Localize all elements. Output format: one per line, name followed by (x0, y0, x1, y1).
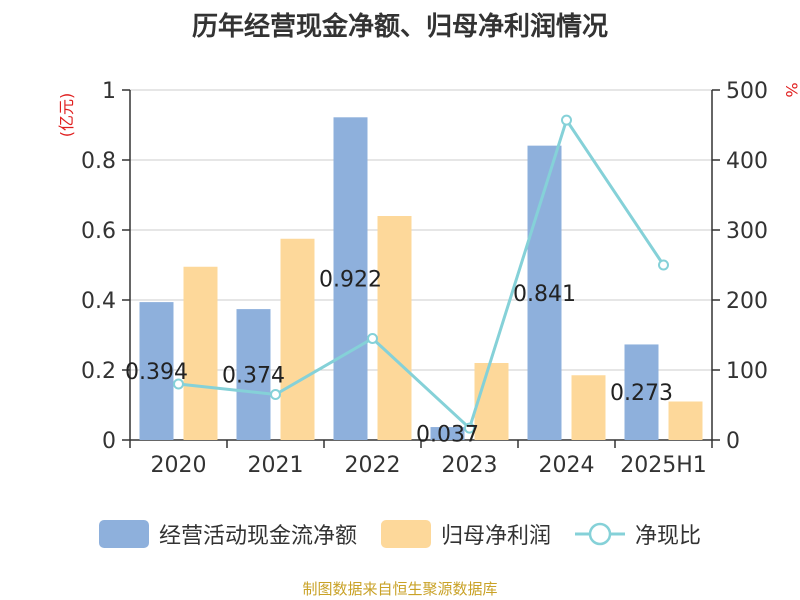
left-axis-unit: (亿元) (57, 93, 76, 138)
legend-item-cashflow[interactable]: 经营活动现金流净额 (98, 518, 357, 550)
ratio-line (178, 116, 665, 431)
legend-label-net-profit: 归母净利润 (440, 524, 551, 549)
right-tick-label: 100 (726, 359, 768, 384)
right-axis-unit: % (782, 82, 800, 97)
legend: 经营活动现金流净额 归母净利润 净现比 (0, 518, 800, 550)
ratio-point (561, 114, 572, 126)
chart-title: 历年经营现金净额、归母净利润情况 (191, 12, 608, 42)
bar-cashflow (624, 344, 659, 440)
left-tick-label: 0 (102, 429, 116, 454)
bar-net-profit (668, 401, 703, 440)
legend-item-net-profit[interactable]: 归母净利润 (380, 518, 551, 550)
legend-label-ratio: 净现比 (635, 524, 702, 549)
right-tick-label: 200 (726, 289, 768, 314)
right-tick-label: 400 (726, 149, 768, 174)
bar-cashflow (139, 302, 174, 440)
bar-net-profit (183, 266, 218, 440)
data-label-cashflow: 0.841 (513, 282, 576, 307)
right-tick-label: 0 (726, 429, 740, 454)
x-tick-label: 2023 (442, 453, 498, 478)
left-tick-label: 0.4 (81, 289, 116, 314)
right-tick-label: 300 (726, 219, 768, 244)
data-label-cashflow: 0.037 (416, 423, 479, 448)
bar-cashflow (430, 427, 465, 440)
right-tick-label: 500 (726, 79, 768, 104)
data-label-cashflow: 0.374 (222, 364, 285, 389)
source-note: 制图数据来自恒生聚源数据库 (302, 580, 498, 598)
left-tick-label: 0.8 (81, 149, 116, 174)
ratio-point (464, 422, 475, 434)
bar-cashflow (236, 309, 271, 440)
left-tick-label: 1 (102, 79, 116, 104)
legend-item-ratio[interactable]: 净现比 (575, 518, 701, 550)
x-tick-label: 2021 (248, 453, 304, 478)
x-tick-label: 2020 (151, 453, 207, 478)
x-tick-label: 2025H1 (620, 453, 707, 478)
ratio-point (367, 333, 378, 344)
legend-label-cashflow: 经营活动现金流净额 (158, 524, 357, 549)
bar-net-profit (377, 216, 412, 440)
left-tick-label: 0.6 (81, 219, 116, 244)
left-tick-label: 0.2 (81, 359, 116, 384)
bar-net-profit (571, 375, 606, 440)
x-tick-label: 2024 (539, 453, 595, 478)
ratio-point (173, 378, 184, 390)
legend-swatch-ratio (575, 522, 625, 546)
legend-swatch-cashflow (98, 520, 149, 548)
bar-net-profit (474, 363, 509, 440)
bar-net-profit (280, 238, 315, 440)
ratio-point (270, 389, 281, 400)
bar-cashflow (333, 117, 368, 441)
x-tick-label: 2022 (345, 453, 401, 478)
data-label-cashflow: 0.273 (610, 381, 673, 406)
ratio-point (658, 259, 669, 271)
data-label-cashflow: 0.922 (319, 268, 382, 293)
data-label-cashflow: 0.394 (125, 360, 188, 385)
legend-swatch-net-profit (380, 520, 431, 548)
